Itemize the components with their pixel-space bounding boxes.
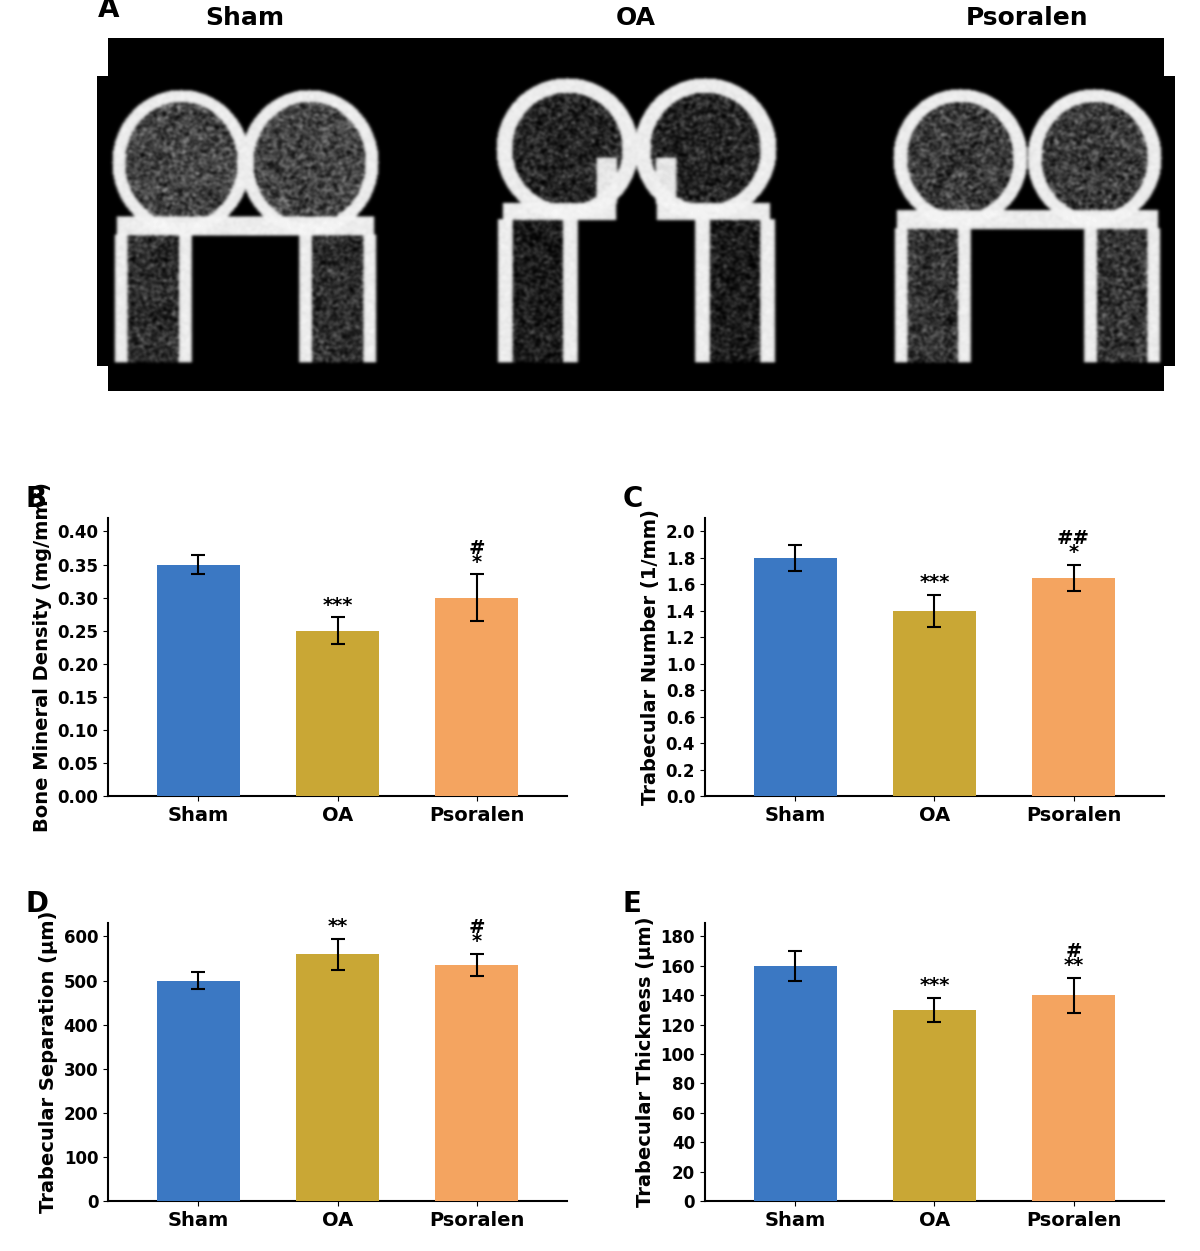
Text: #: #	[468, 918, 485, 937]
Text: **: **	[328, 917, 348, 936]
Text: B: B	[25, 484, 47, 513]
Bar	[434, 965, 518, 1201]
Y-axis label: Bone Mineral Density (mg/mm³): Bone Mineral Density (mg/mm³)	[32, 482, 52, 832]
Text: *: *	[1068, 543, 1079, 562]
Bar	[296, 631, 379, 796]
Text: A: A	[97, 0, 119, 24]
Text: ***: ***	[919, 976, 949, 996]
Text: ***: ***	[323, 595, 353, 614]
Bar	[1032, 578, 1115, 796]
Text: *: *	[472, 553, 481, 572]
Text: ***: ***	[919, 573, 949, 592]
Bar	[893, 1010, 976, 1201]
Text: **: **	[1063, 956, 1084, 975]
Text: C: C	[623, 484, 643, 513]
Y-axis label: Trabecular Number (1/mm): Trabecular Number (1/mm)	[641, 509, 660, 806]
Text: D: D	[25, 889, 48, 918]
Bar	[893, 610, 976, 796]
Text: OA: OA	[616, 6, 656, 30]
Bar	[296, 955, 379, 1201]
Y-axis label: Trabecular Thickness (μm): Trabecular Thickness (μm)	[636, 917, 655, 1207]
Bar	[157, 564, 240, 796]
Bar	[754, 966, 838, 1201]
Bar	[157, 981, 240, 1201]
Text: Psoralen: Psoralen	[966, 6, 1088, 30]
Bar	[1032, 996, 1115, 1201]
Text: Sham: Sham	[205, 6, 284, 30]
Text: E: E	[623, 889, 641, 918]
Bar	[754, 558, 838, 796]
Text: #: #	[468, 539, 485, 558]
Y-axis label: Trabecular Separation (μm): Trabecular Separation (μm)	[40, 911, 58, 1213]
Text: #: #	[1066, 942, 1082, 961]
Bar	[434, 598, 518, 796]
Text: *: *	[472, 932, 481, 951]
Text: ##: ##	[1057, 529, 1090, 548]
